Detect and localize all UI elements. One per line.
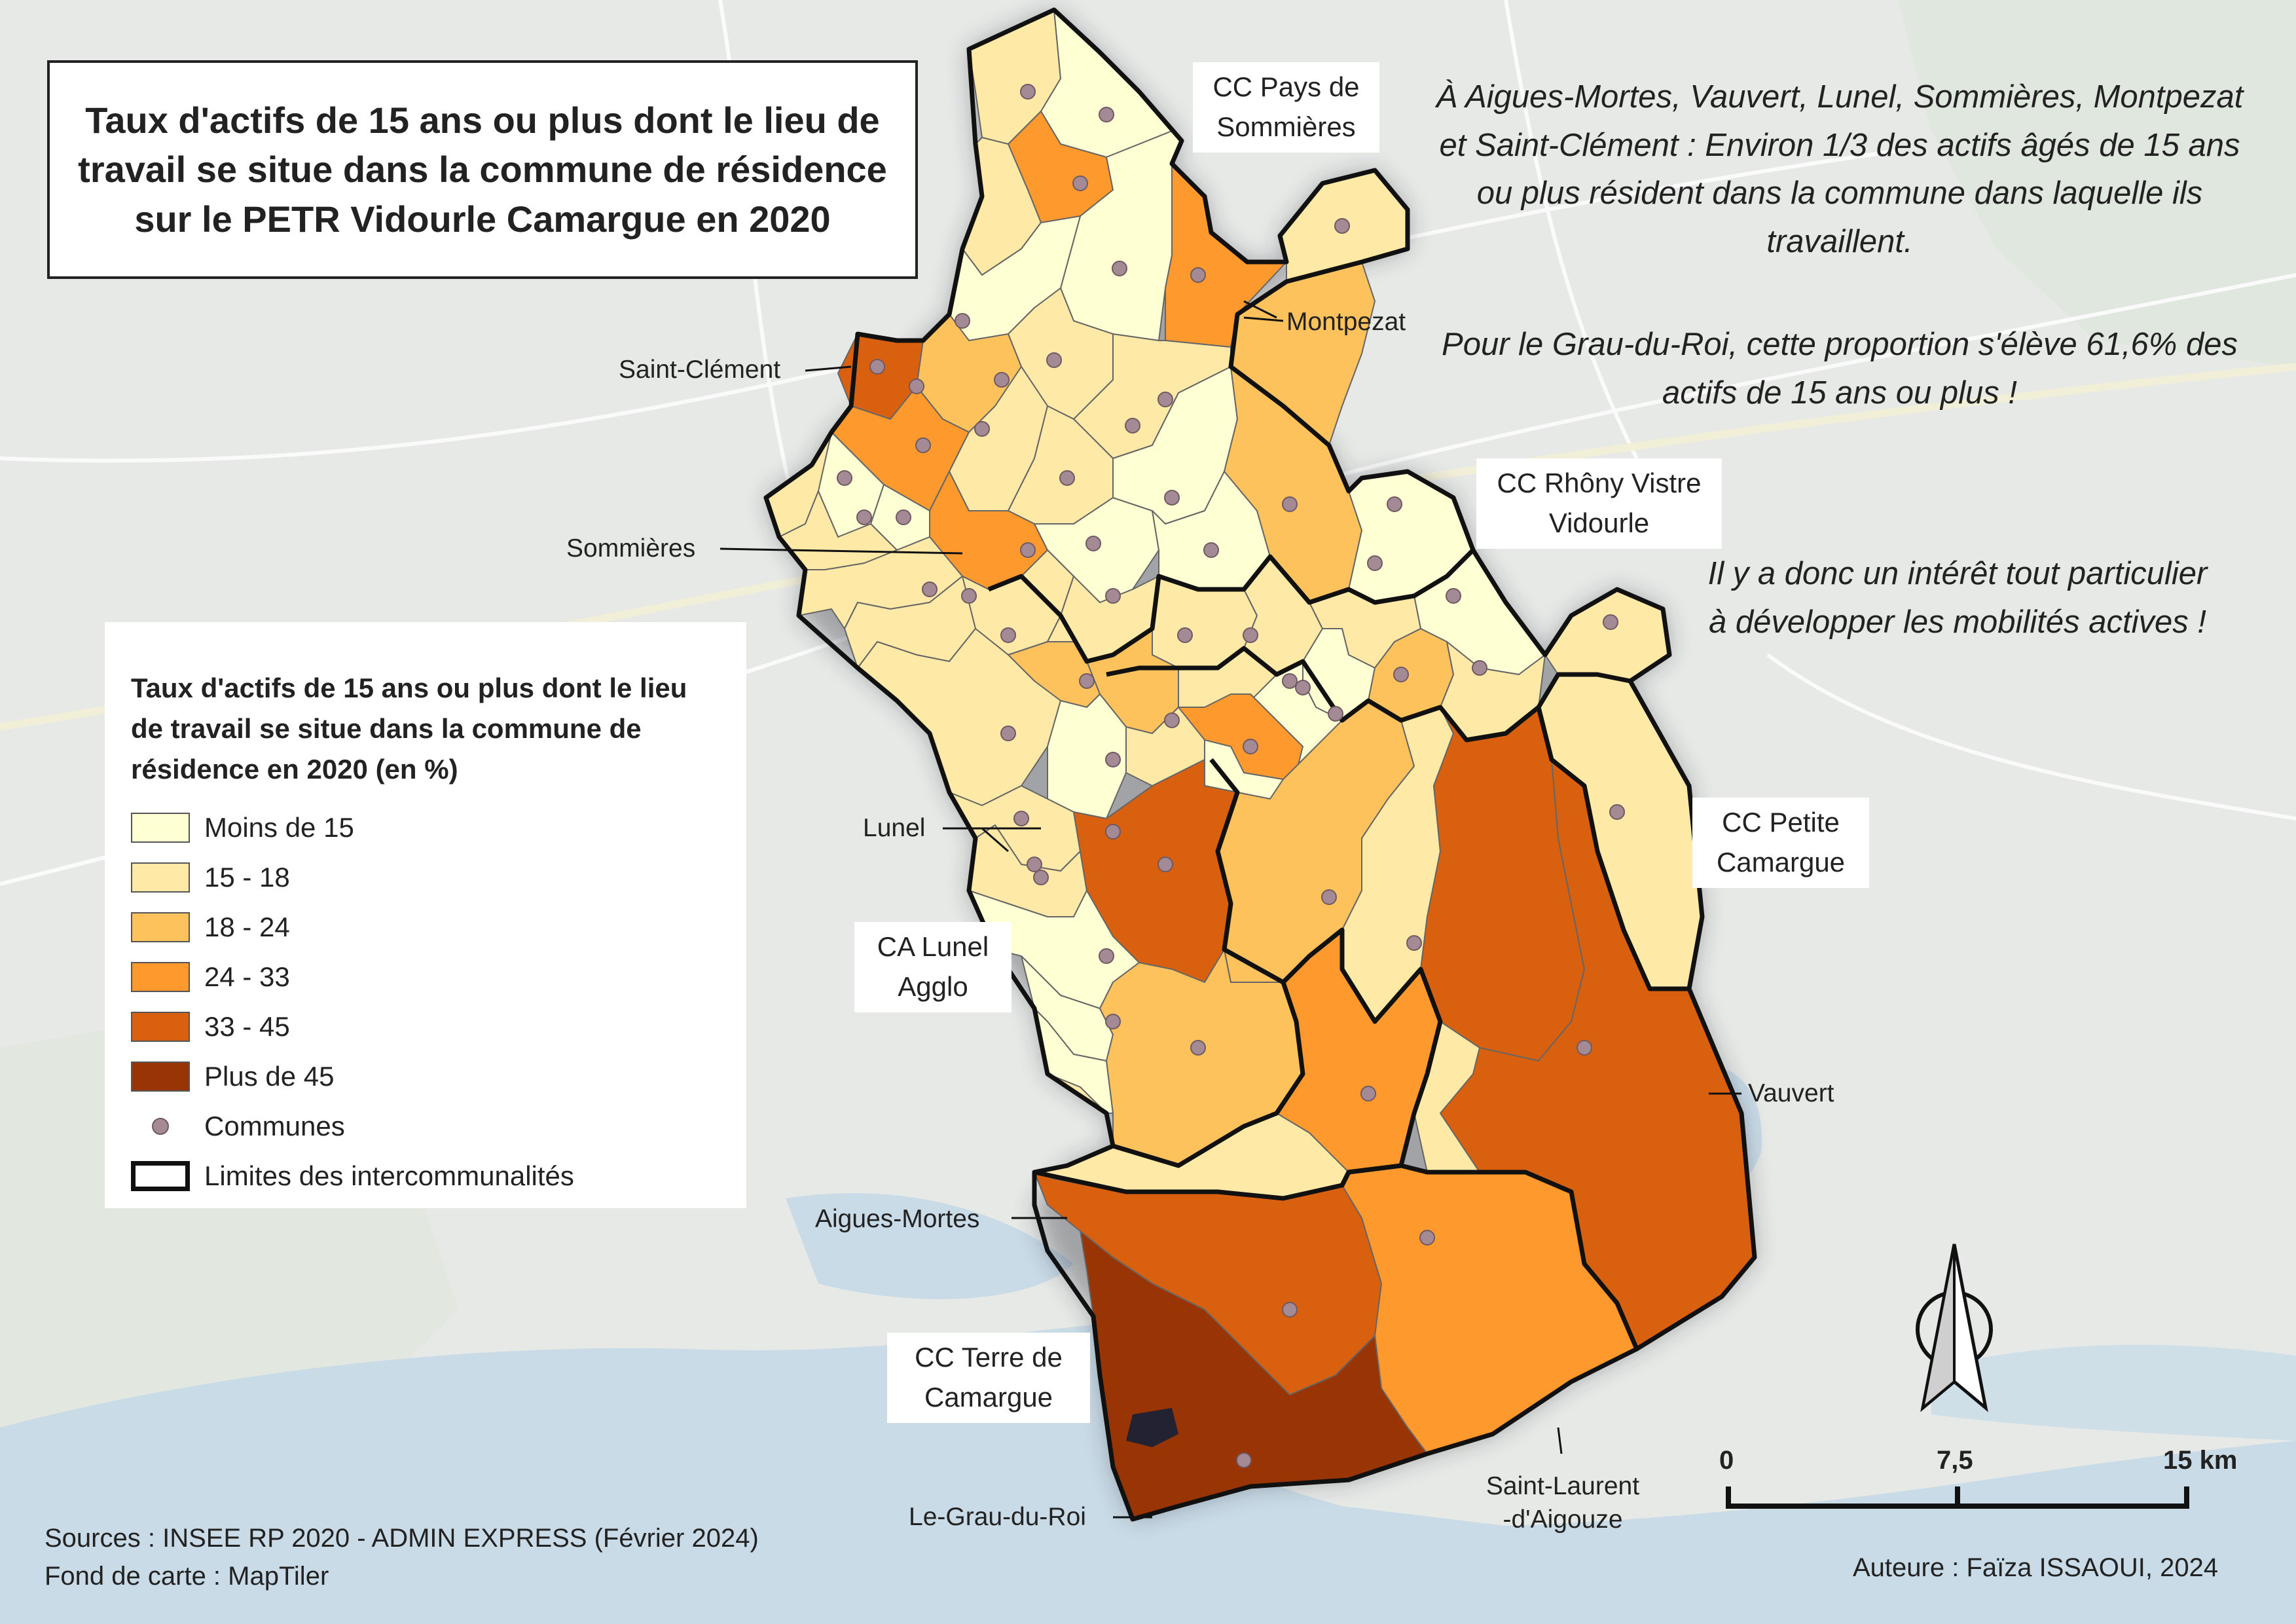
legend-classes: Moins de 15 15 - 18 18 - 24 24 - 33 33 - 45 P…: [131, 803, 720, 1101]
label-le-grau-du-roi: Le-Grau-du-Roi: [909, 1503, 1086, 1531]
label-saint-clement: Saint-Clément: [619, 356, 781, 384]
legend-class-label: 33 - 45: [204, 1011, 290, 1043]
commune-point-icon: [152, 1118, 169, 1135]
label-saint-laurent-daigouze: Saint-Laurent -d'Aigouze: [1485, 1472, 1640, 1534]
sources: Sources : INSEE RP 2020 - ADMIN EXPRESS …: [45, 1519, 759, 1595]
scale-label-mid: 7,5: [1937, 1446, 1973, 1475]
label-cc-pays-de-sommieres: CC Pays de Sommières: [1193, 62, 1379, 153]
commune-points: [837, 84, 1625, 1468]
intercommunality-boundaries: [763, 7, 1757, 1522]
legend-title: Taux d'actifs de 15 ans ou plus dont le …: [131, 673, 687, 785]
legend-class-label: 18 - 24: [204, 912, 290, 943]
commune-vauvert-enclave: [1413, 1021, 1480, 1173]
label-cc-petite-camargue: CC Petite Camargue: [1692, 798, 1869, 888]
legend-class-label: 24 - 33: [204, 961, 290, 993]
legend-class-row: 15 - 18: [131, 853, 720, 902]
legend-communes-label: Communes: [204, 1111, 345, 1142]
label-sommieres: Sommières: [566, 534, 696, 563]
note-grau-du-roi: Pour le Grau-du-Roi, cette proportion s'…: [1442, 327, 2238, 411]
legend-class-row: Moins de 15: [131, 803, 720, 853]
lagoon: [786, 1193, 1074, 1299]
commune-lunel-centre: [1047, 693, 1127, 819]
map-title: Taux d'actifs de 15 ans ou plus dont le …: [47, 60, 918, 279]
scale-label-zero: 0: [1719, 1446, 1734, 1475]
legend-class-label: Plus de 45: [204, 1061, 335, 1092]
legend: Taux d'actifs de 15 ans ou plus dont le …: [105, 622, 746, 1208]
communes-layer: [765, 9, 1755, 1520]
port-grau-du-roi: [1126, 1408, 1178, 1447]
label-lunel: Lunel: [863, 814, 926, 842]
legend-class-row: 33 - 45: [131, 1002, 720, 1052]
legend-swatch: [131, 862, 190, 893]
label-aigues-mortes: Aigues-Mortes: [815, 1205, 980, 1233]
north-arrow: [1916, 1244, 1993, 1412]
commune-orange-centre: [1178, 693, 1303, 780]
legend-swatch: [131, 912, 190, 943]
boundary-swatch: [131, 1161, 190, 1192]
sources-text: Sources : INSEE RP 2020 - ADMIN EXPRESS …: [45, 1524, 759, 1553]
note-active-mobility: Il y a donc un intérêt tout particulier …: [1707, 556, 2208, 640]
legend-class-label: Moins de 15: [204, 812, 354, 843]
leader-lines: [720, 300, 1741, 1519]
author-credit: Auteure : Faïza ISSAOUI, 2024: [1853, 1553, 2219, 1582]
label-montpezat: Montpezat: [1286, 308, 1406, 336]
legend-swatch: [131, 813, 190, 843]
legend-class-row: 18 - 24: [131, 902, 720, 952]
label-cc-terre-de-camargue: CC Terre de Camargue: [887, 1333, 1090, 1423]
coastal-pond: [1931, 1344, 2296, 1441]
label-vauvert: Vauvert: [1748, 1079, 1834, 1107]
scale-label-end: 15 km: [2163, 1446, 2238, 1475]
legend-swatch: [131, 962, 190, 993]
legend-boundaries-label: Limites des intercommunalités: [204, 1160, 574, 1192]
note-commune-proportion: À Aigues-Mortes, Vauvert, Lunel, Sommièr…: [1436, 79, 2244, 259]
legend-swatch: [131, 1012, 190, 1043]
legend-class-label: 15 - 18: [204, 862, 290, 893]
legend-boundaries: Limites des intercommunalités: [131, 1151, 720, 1201]
label-cc-rhony-vistre-vidourle: CC Rhôny Vistre Vidourle: [1476, 458, 1722, 549]
legend-class-row: Plus de 45: [131, 1052, 720, 1101]
legend-class-row: 24 - 33: [131, 952, 720, 1002]
basemap-credit: Fond de carte : MapTiler: [45, 1562, 329, 1591]
legend-swatch: [131, 1061, 190, 1092]
legend-communes: Communes: [131, 1101, 720, 1151]
label-ca-lunel-agglo: CA Lunel Agglo: [854, 922, 1011, 1012]
scale-bar: [1726, 1486, 2189, 1509]
